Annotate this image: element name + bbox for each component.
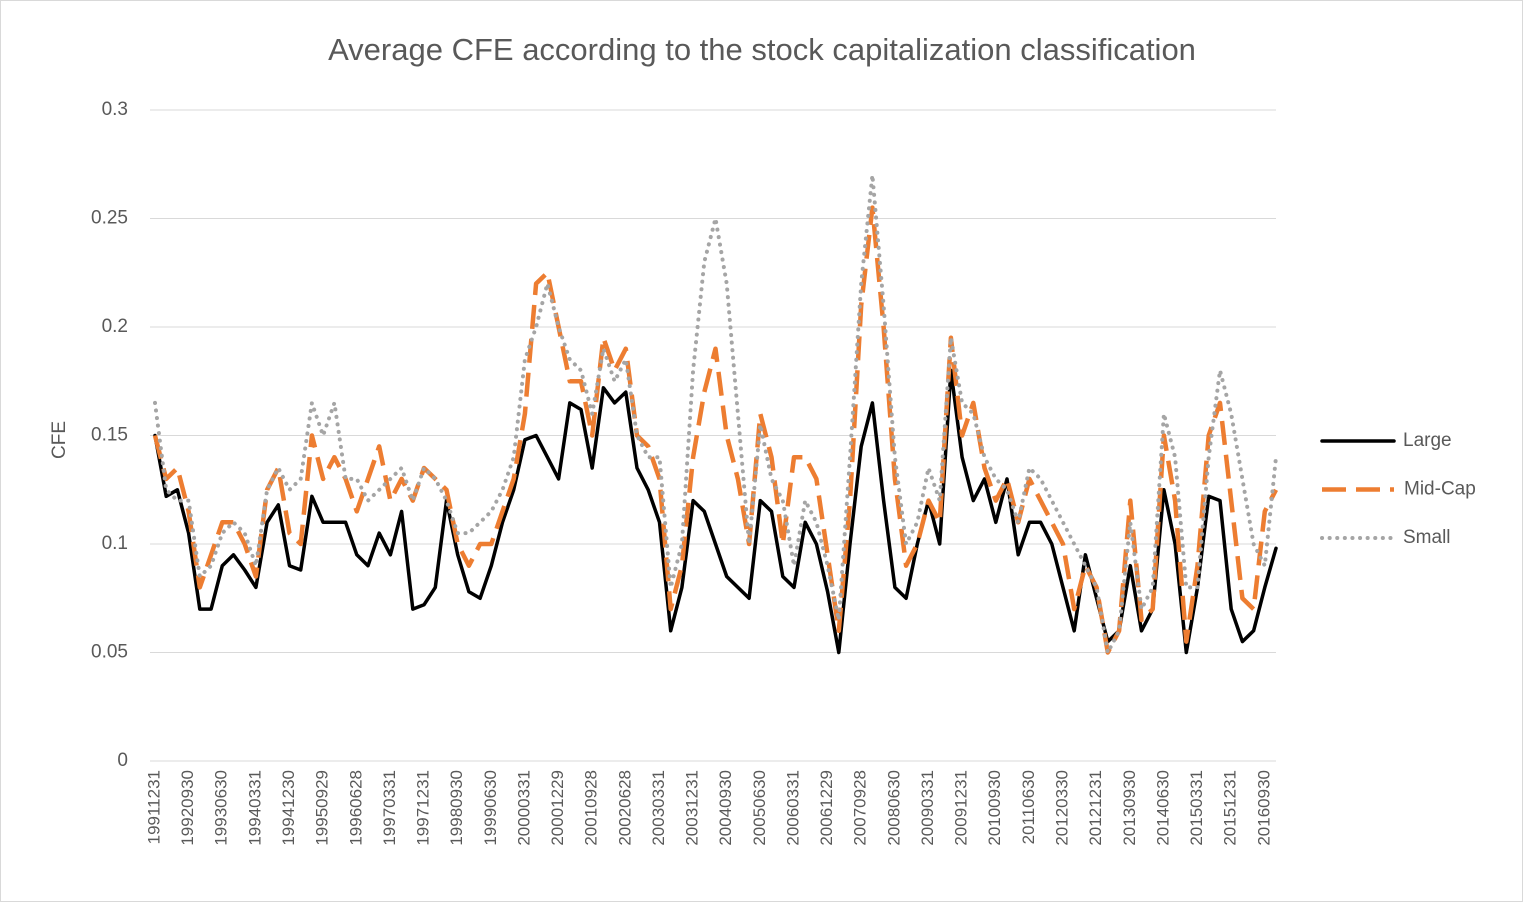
series-line xyxy=(153,173,1278,655)
x-tick-label: 19930630 xyxy=(212,770,231,846)
x-tick-label: 20060331 xyxy=(783,770,802,846)
x-tick-label: 20121231 xyxy=(1086,770,1105,846)
legend-label: Large xyxy=(1403,430,1452,451)
x-tick-label: 20110630 xyxy=(1019,770,1038,844)
x-tick-label: 19920930 xyxy=(178,770,197,846)
x-tick-label: 20120330 xyxy=(1052,770,1071,846)
x-tick-label: 20151231 xyxy=(1221,770,1240,846)
x-tick-label: 20031231 xyxy=(683,770,702,846)
x-tick-label: 20050630 xyxy=(750,770,769,846)
y-tick-label: 0.3 xyxy=(102,99,128,120)
y-tick-label: 0.05 xyxy=(91,642,128,663)
x-tick-label: 20090331 xyxy=(918,770,937,846)
series-line xyxy=(152,205,1278,655)
x-tick-label: 20061229 xyxy=(817,770,836,846)
x-tick-label: 19940331 xyxy=(245,770,264,846)
x-tick-label: 19990630 xyxy=(481,770,500,846)
x-tick-label: 19980930 xyxy=(447,770,466,846)
x-tick-label: 20091231 xyxy=(952,770,971,846)
x-tick-label: 19970331 xyxy=(380,770,399,846)
x-tick-label: 19950929 xyxy=(313,770,332,846)
y-tick-label: 0 xyxy=(117,750,128,771)
legend-label: Small xyxy=(1403,527,1451,548)
x-tick-label: 20140630 xyxy=(1153,770,1172,846)
x-tick-label: 19971231 xyxy=(414,770,433,846)
x-tick-label: 20160930 xyxy=(1254,770,1273,846)
legend-label: Mid-Cap xyxy=(1404,479,1476,500)
x-tick-label: 20001229 xyxy=(548,770,567,846)
y-tick-label: 0.2 xyxy=(102,316,128,337)
x-tick-label: 20150331 xyxy=(1187,770,1206,846)
y-tick-label: 0.1 xyxy=(102,533,128,554)
chart-title: Average CFE according to the stock capit… xyxy=(328,32,1196,67)
x-tick-label: 20020628 xyxy=(615,770,634,846)
x-tick-label: 20130930 xyxy=(1120,770,1139,846)
x-tick-label: 20100930 xyxy=(985,770,1004,846)
x-tick-label: 20030331 xyxy=(649,770,668,846)
x-tick-label: 20040930 xyxy=(716,770,735,846)
x-tick-label: 20000331 xyxy=(514,770,533,846)
y-axis-label: CFE xyxy=(49,421,70,459)
x-tick-label: 19911231 xyxy=(144,770,163,844)
x-tick-label: 19960628 xyxy=(346,770,365,846)
x-tick-label: 20080630 xyxy=(884,770,903,846)
y-tick-label: 0.25 xyxy=(91,208,128,229)
x-tick-label: 20010928 xyxy=(582,770,601,846)
x-tick-label: 20070928 xyxy=(851,770,870,846)
x-tick-label: 19941230 xyxy=(279,770,298,846)
y-tick-label: 0.15 xyxy=(91,425,128,446)
